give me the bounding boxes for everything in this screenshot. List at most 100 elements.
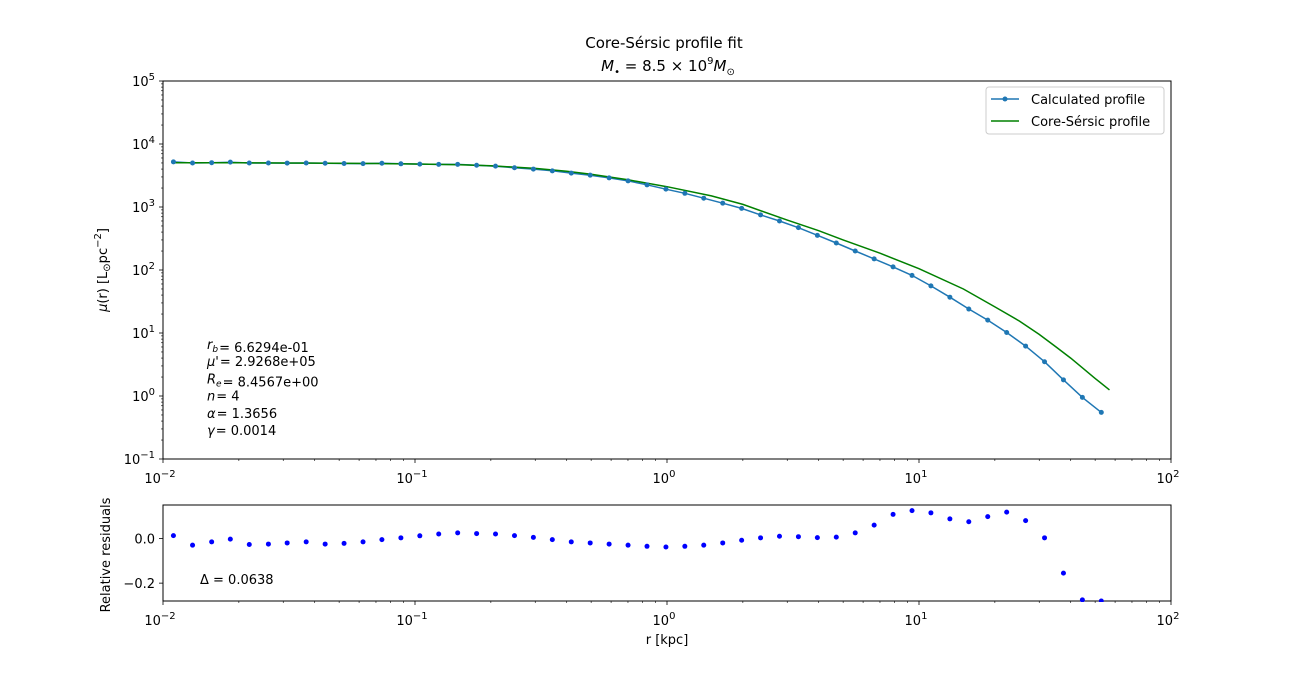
residual-point [587, 540, 593, 546]
calculated-profile-point [1004, 329, 1010, 335]
x-tick-label: 101 [905, 469, 928, 487]
residual-point [568, 539, 574, 545]
calculated-profile-point [379, 160, 385, 166]
fit-parameters: rb= 6.6294e-01μ'= 2.9268e+05 Re= 8.4567e+… [206, 338, 319, 439]
res-x-tick-label: 10−2 [144, 611, 175, 629]
residual-point [530, 534, 536, 540]
residual-point [644, 543, 650, 549]
residual-point [1023, 518, 1029, 524]
residual-point [190, 542, 196, 548]
parameter-4: α= 1.3656 [207, 407, 277, 422]
residual-point [265, 541, 271, 547]
residual-point [1098, 598, 1104, 602]
calculated-profile-point [606, 175, 612, 181]
residual-point [209, 539, 215, 545]
residual-point [1060, 570, 1066, 576]
calculated-profile-point [190, 160, 196, 166]
calculated-profile-point [436, 161, 442, 167]
calculated-profile-point [530, 166, 536, 172]
calculated-profile-point [246, 160, 252, 166]
y-tick-label: 100 [132, 387, 155, 405]
legend-label-calculated: Calculated profile [1031, 93, 1145, 108]
x-axis-label: r [kpc] [646, 633, 689, 648]
residual-point [852, 530, 858, 536]
calculated-profile-point [493, 163, 499, 169]
residual-point [682, 543, 688, 549]
calculated-profile-point [663, 186, 669, 192]
y-tick-label: 104 [132, 135, 155, 153]
calculated-profile-point [170, 159, 176, 165]
residual-point [833, 534, 839, 540]
legend-label-core-sersic: Core-Sérsic profile [1031, 115, 1150, 130]
residual-point [795, 534, 801, 540]
residual-point [758, 535, 764, 541]
calculated-profile-point [587, 172, 593, 178]
residual-series [170, 508, 1104, 602]
residual-point [947, 516, 953, 522]
residual-point [966, 519, 972, 525]
parameter-5: γ= 0.0014 [207, 424, 276, 439]
calculated-profile-point [341, 161, 347, 167]
res-x-tick-label: 10−1 [396, 611, 427, 629]
residual-point [227, 536, 233, 542]
calculated-profile-point [417, 161, 423, 167]
residual-point [890, 511, 896, 517]
calculated-profile-point [871, 256, 877, 262]
residual-axes-frame [162, 504, 1172, 602]
residual-point [455, 530, 461, 536]
residual-point [701, 542, 707, 548]
calculated-profile-point [947, 294, 953, 300]
residual-point [322, 541, 328, 547]
residual-point [1042, 535, 1048, 541]
residual-point [360, 539, 366, 545]
calculated-profile-point [1098, 409, 1104, 415]
res-x-tick-label: 100 [653, 611, 676, 629]
residual-point [474, 531, 480, 537]
calculated-profile-point [852, 248, 858, 254]
calculated-profile-point [511, 165, 517, 171]
x-tick-label: 100 [653, 469, 676, 487]
residual-point [720, 540, 726, 546]
main-axes-frame [162, 80, 1172, 460]
residuals-y-axis-label: Relative residuals [99, 497, 114, 612]
calculated-profile-point [568, 170, 574, 176]
calculated-profile-point [776, 218, 782, 224]
residual-point [928, 510, 934, 516]
residual-point [493, 531, 499, 537]
chart-subtitle: M• = 8.5 × 109M⊙ [601, 56, 735, 78]
calculated-profile-point [644, 182, 650, 188]
residual-point [511, 533, 517, 539]
calculated-profile-point [1060, 377, 1066, 383]
main-series [170, 159, 1110, 415]
calculated-profile-point [455, 161, 461, 167]
residual-point [398, 535, 404, 541]
calculated-profile-point [265, 160, 271, 166]
calculated-profile-point [1079, 394, 1085, 400]
y-tick-label: 101 [132, 324, 155, 342]
calculated-profile-point [227, 159, 233, 165]
residual-point [909, 508, 915, 514]
y-tick-label: 102 [132, 261, 155, 279]
parameter-2: Re= 8.4567e+00 [207, 372, 319, 390]
delta-annotation: Δ = 0.0638 [200, 573, 274, 588]
calculated-profile-point [701, 195, 707, 201]
calculated-profile-point [284, 160, 290, 166]
legend: Calculated profile Core-Sérsic profile [985, 86, 1165, 135]
residual-point [341, 540, 347, 546]
x-tick-label: 10−2 [144, 469, 175, 487]
residual-point [663, 544, 669, 550]
calculated-profile-point [720, 200, 726, 206]
calculated-profile-point [814, 232, 820, 238]
residual-point [417, 533, 423, 539]
calculated-profile-point [398, 161, 404, 167]
residual-point [776, 533, 782, 539]
chart-title: Core-Sérsic profile fit [585, 34, 743, 52]
residual-point [625, 542, 631, 548]
residual-point [606, 541, 612, 547]
calculated-profile-point [303, 160, 309, 166]
calculated-profile-point [758, 212, 764, 218]
legend-entry-calculated: Calculated profile [991, 93, 1145, 108]
calculated-profile-point [985, 317, 991, 323]
calculated-profile-point [322, 160, 328, 166]
parameter-1: μ'= 2.9268e+05 [206, 355, 316, 370]
